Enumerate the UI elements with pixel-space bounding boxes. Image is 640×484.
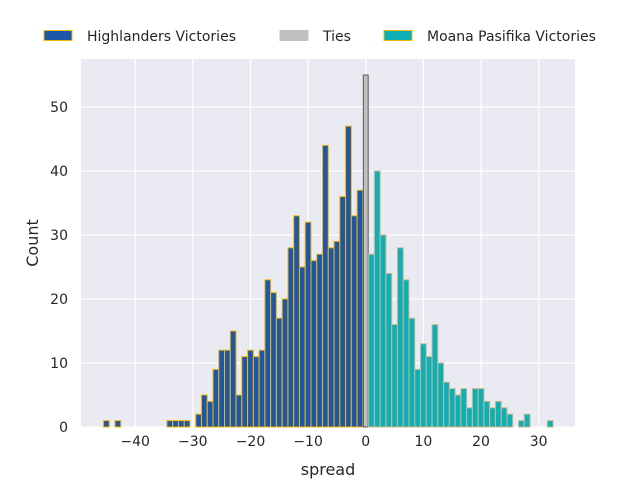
bar-moana-pasifika-victories (489, 407, 496, 428)
bar-highlanders-victories (298, 266, 306, 428)
legend-label: Highlanders Victories (87, 29, 236, 45)
bar-highlanders-victories (316, 253, 324, 428)
y-tick-label: 40 (50, 164, 68, 180)
bar-highlanders-victories (212, 368, 220, 428)
x-tick-label: −20 (236, 434, 266, 450)
legend-label: Moana Pasifika Victories (427, 29, 596, 45)
legend-swatch (279, 30, 309, 41)
bar-highlanders-victories (264, 279, 272, 428)
bar-highlanders-victories (287, 247, 295, 428)
bar-highlanders-victories (206, 400, 214, 428)
x-tick-label: −40 (120, 434, 150, 450)
x-tick-label: 30 (530, 434, 548, 450)
y-axis-label: Count (23, 219, 42, 267)
bar-moana-pasifika-victories (368, 253, 375, 428)
bar-moana-pasifika-victories (523, 413, 531, 428)
y-tick-label: 0 (59, 420, 68, 436)
bar-highlanders-victories (333, 240, 341, 428)
y-tick-label: 30 (50, 228, 68, 244)
bar-highlanders-victories (322, 144, 329, 428)
bar-highlanders-victories (183, 420, 191, 428)
bar-moana-pasifika-victories (396, 247, 404, 428)
bar-moana-pasifika-victories (425, 356, 433, 428)
x-tick-label: −10 (293, 434, 323, 450)
bar-highlanders-victories (304, 221, 312, 428)
bar-moana-pasifika-victories (518, 420, 525, 428)
bar-highlanders-victories (200, 394, 208, 428)
bar-moana-pasifika-victories (402, 279, 410, 428)
bars (102, 74, 554, 428)
bar-moana-pasifika-victories (391, 324, 398, 428)
bar-moana-pasifika-victories (379, 234, 387, 428)
bar-moana-pasifika-victories (494, 400, 502, 428)
bar-highlanders-victories (229, 330, 237, 428)
x-tick-label: 0 (361, 434, 370, 450)
legend-label: Ties (322, 29, 351, 45)
y-tick-label: 20 (50, 292, 68, 308)
bar-moana-pasifika-victories (414, 368, 422, 428)
bar-highlanders-victories (247, 349, 254, 428)
bar-highlanders-victories (252, 356, 260, 428)
x-axis-label: spread (301, 460, 356, 479)
bar-moana-pasifika-victories (546, 420, 554, 428)
bar-highlanders-victories (102, 420, 110, 428)
bar-moana-pasifika-victories (443, 381, 450, 428)
bar-highlanders-victories (172, 420, 179, 428)
legend: Highlanders Victories Ties Moana Pasifika … (43, 29, 596, 45)
bar-moana-pasifika-victories (460, 388, 468, 428)
bar-moana-pasifika-victories (483, 400, 491, 428)
bar-highlanders-victories (177, 420, 185, 428)
bar-moana-pasifika-victories (448, 388, 456, 428)
bar-highlanders-victories (356, 189, 364, 428)
bar-highlanders-victories (241, 356, 249, 428)
y-tick-label: 50 (50, 100, 68, 116)
bar-moana-pasifika-victories (431, 324, 439, 428)
x-tick-label: −30 (178, 434, 208, 450)
bar-moana-pasifika-victories (500, 407, 508, 428)
bar-highlanders-victories (218, 349, 226, 428)
x-tick-label: 20 (472, 434, 490, 450)
bar-moana-pasifika-victories (385, 272, 393, 428)
bar-highlanders-victories (350, 215, 358, 428)
legend-swatch (43, 30, 73, 41)
bar-highlanders-victories (275, 317, 283, 428)
bar-highlanders-victories (195, 413, 202, 428)
bar-ties (362, 74, 369, 428)
bar-moana-pasifika-victories (471, 388, 479, 428)
bar-moana-pasifika-victories (466, 407, 473, 428)
legend-swatch (383, 30, 413, 41)
y-tick-labels: 0 10 20 30 40 50 (50, 100, 68, 436)
bar-highlanders-victories (281, 298, 289, 428)
bar-highlanders-victories (339, 196, 347, 428)
bar-moana-pasifika-victories (420, 343, 427, 428)
bar-highlanders-victories (258, 349, 266, 428)
bar-moana-pasifika-victories (437, 362, 445, 428)
bar-highlanders-victories (270, 292, 277, 428)
bar-moana-pasifika-victories (477, 388, 485, 428)
x-tick-label: 10 (414, 434, 432, 450)
bar-highlanders-victories (166, 420, 174, 428)
bar-highlanders-victories (310, 260, 318, 428)
bar-highlanders-victories (224, 349, 231, 428)
x-tick-labels: −40 −30 −20 −10 0 10 20 30 (120, 434, 547, 450)
bar-highlanders-victories (345, 125, 352, 428)
bar-highlanders-victories (235, 394, 243, 428)
bar-moana-pasifika-victories (506, 413, 514, 428)
bar-highlanders-victories (293, 215, 300, 428)
y-tick-label: 10 (50, 356, 68, 372)
bar-highlanders-victories (327, 247, 335, 428)
bar-highlanders-victories (114, 420, 122, 428)
bar-moana-pasifika-victories (454, 394, 462, 428)
bar-moana-pasifika-victories (408, 317, 416, 428)
bar-moana-pasifika-victories (373, 170, 381, 428)
